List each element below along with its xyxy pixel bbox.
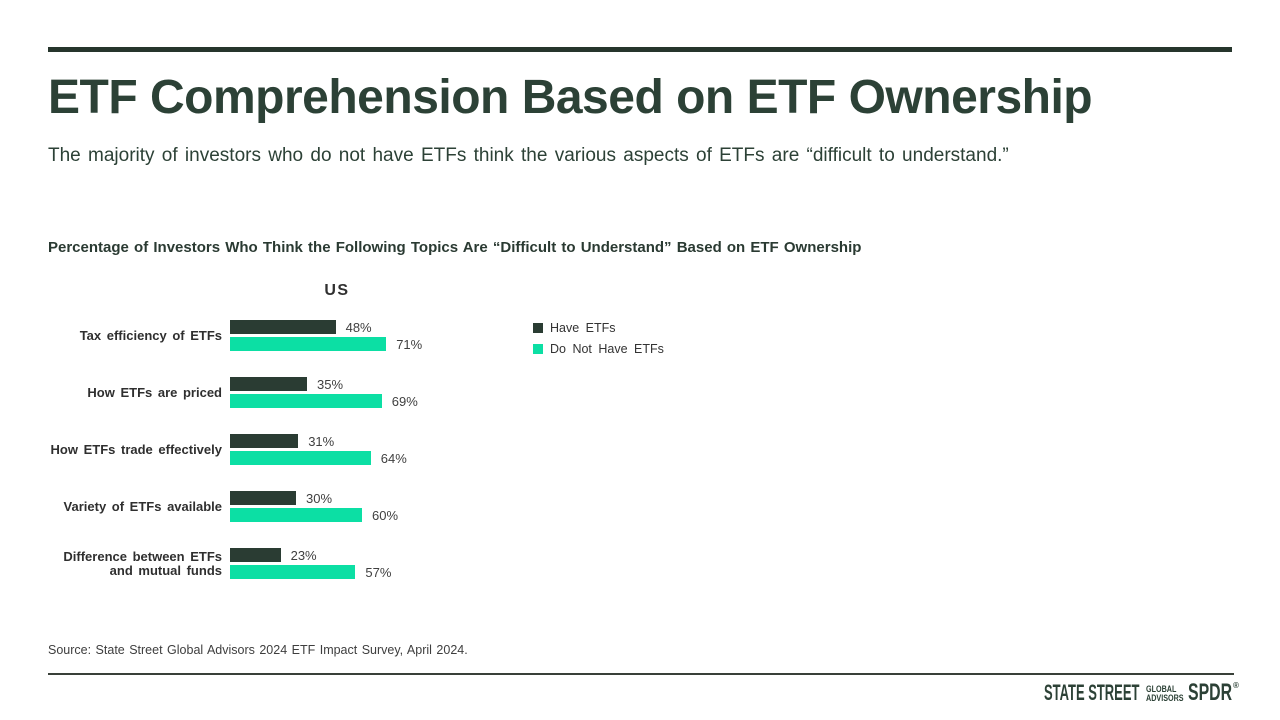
bar-group: 31% 64% [230,433,407,466]
chart-row: How ETFs trade effectively 31% 64% [48,433,548,466]
global-advisors-wordmark: GLOBAL ADVISORS [1146,685,1184,702]
page-subtitle: The majority of investors who do not hav… [48,145,1009,166]
bar-value-label: 35% [317,376,344,392]
bar-have-etfs [230,320,336,334]
legend-label: Do Not Have ETFs [550,342,664,356]
bar-have-etfs [230,548,281,562]
chart-row: Variety of ETFs available 30% 60% [48,490,548,523]
bar-have-etfs [230,434,299,448]
bar-do-not-have-etfs [230,337,387,351]
bar-do-not-have-etfs [230,508,362,522]
registered-trademark-icon: ® [1233,681,1239,690]
bar-group: 35% 69% [230,376,418,409]
bar-line: 23% [230,547,391,563]
bar-do-not-have-etfs [230,565,356,579]
category-label: Tax efficiency of ETFs [79,327,222,343]
bar-line: 48% [230,319,422,335]
bar-value-label: 48% [345,319,372,335]
bar-have-etfs [230,491,296,505]
bar-line: 30% [230,490,398,506]
state-street-wordmark: STATE STREET [1044,680,1140,705]
top-rule [48,47,1232,52]
chart-heading: Percentage of Investors Who Think the Fo… [48,239,862,256]
state-street-spdr-logo: STATE STREET GLOBAL ADVISORS SPDR ® [1040,681,1240,707]
bar-value-label: 71% [396,336,423,352]
category-label: How ETFs trade effectively [50,441,222,457]
bar-group: 30% 60% [230,490,399,523]
category-label: How ETFs are priced [87,384,222,400]
bar-line: 60% [230,507,399,523]
spdr-wordmark: SPDR [1188,679,1233,706]
bar-line: 69% [230,393,418,409]
bar-line: 71% [230,336,423,352]
bar-value-label: 57% [365,564,392,580]
bar-value-label: 23% [290,547,317,563]
chart-row: How ETFs are priced 35% 69% [48,376,548,409]
bar-chart: Tax efficiency of ETFs 48% 71% How ETFs are… [48,320,548,605]
chart-region-label: US [324,282,350,299]
chart-legend: Have ETFs Do Not Have ETFs [533,321,664,363]
legend-item: Do Not Have ETFs [533,342,664,356]
bar-value-label: 31% [308,433,335,449]
category-label: Difference between ETFs and mutual funds [63,548,222,578]
bar-value-label: 30% [306,490,333,506]
bottom-rule [48,673,1234,675]
chart-row: Tax efficiency of ETFs 48% 71% [48,319,548,352]
bar-do-not-have-etfs [230,394,382,408]
bar-line: 35% [230,376,418,392]
category-label: Variety of ETFs available [63,498,222,514]
bar-value-label: 64% [380,450,407,466]
chart-row: Difference between ETFs and mutual funds… [48,547,548,580]
source-note: Source: State Street Global Advisors 202… [48,643,468,657]
bar-do-not-have-etfs [230,451,371,465]
legend-swatch-icon [533,344,543,354]
legend-swatch-icon [533,323,543,333]
bar-value-label: 69% [391,393,418,409]
bar-value-label: 60% [372,507,399,523]
legend-label: Have ETFs [550,321,616,335]
legend-item: Have ETFs [533,321,664,335]
bar-line: 57% [230,564,392,580]
bar-group: 23% 57% [230,547,392,580]
advisors-label: ADVISORS [1146,692,1184,703]
page-title: ETF Comprehension Based on ETF Ownership [48,71,1093,124]
bar-line: 31% [230,433,407,449]
bar-have-etfs [230,377,307,391]
bar-line: 64% [230,450,407,466]
bar-group: 48% 71% [230,319,423,352]
global-label: GLOBAL [1146,684,1177,694]
